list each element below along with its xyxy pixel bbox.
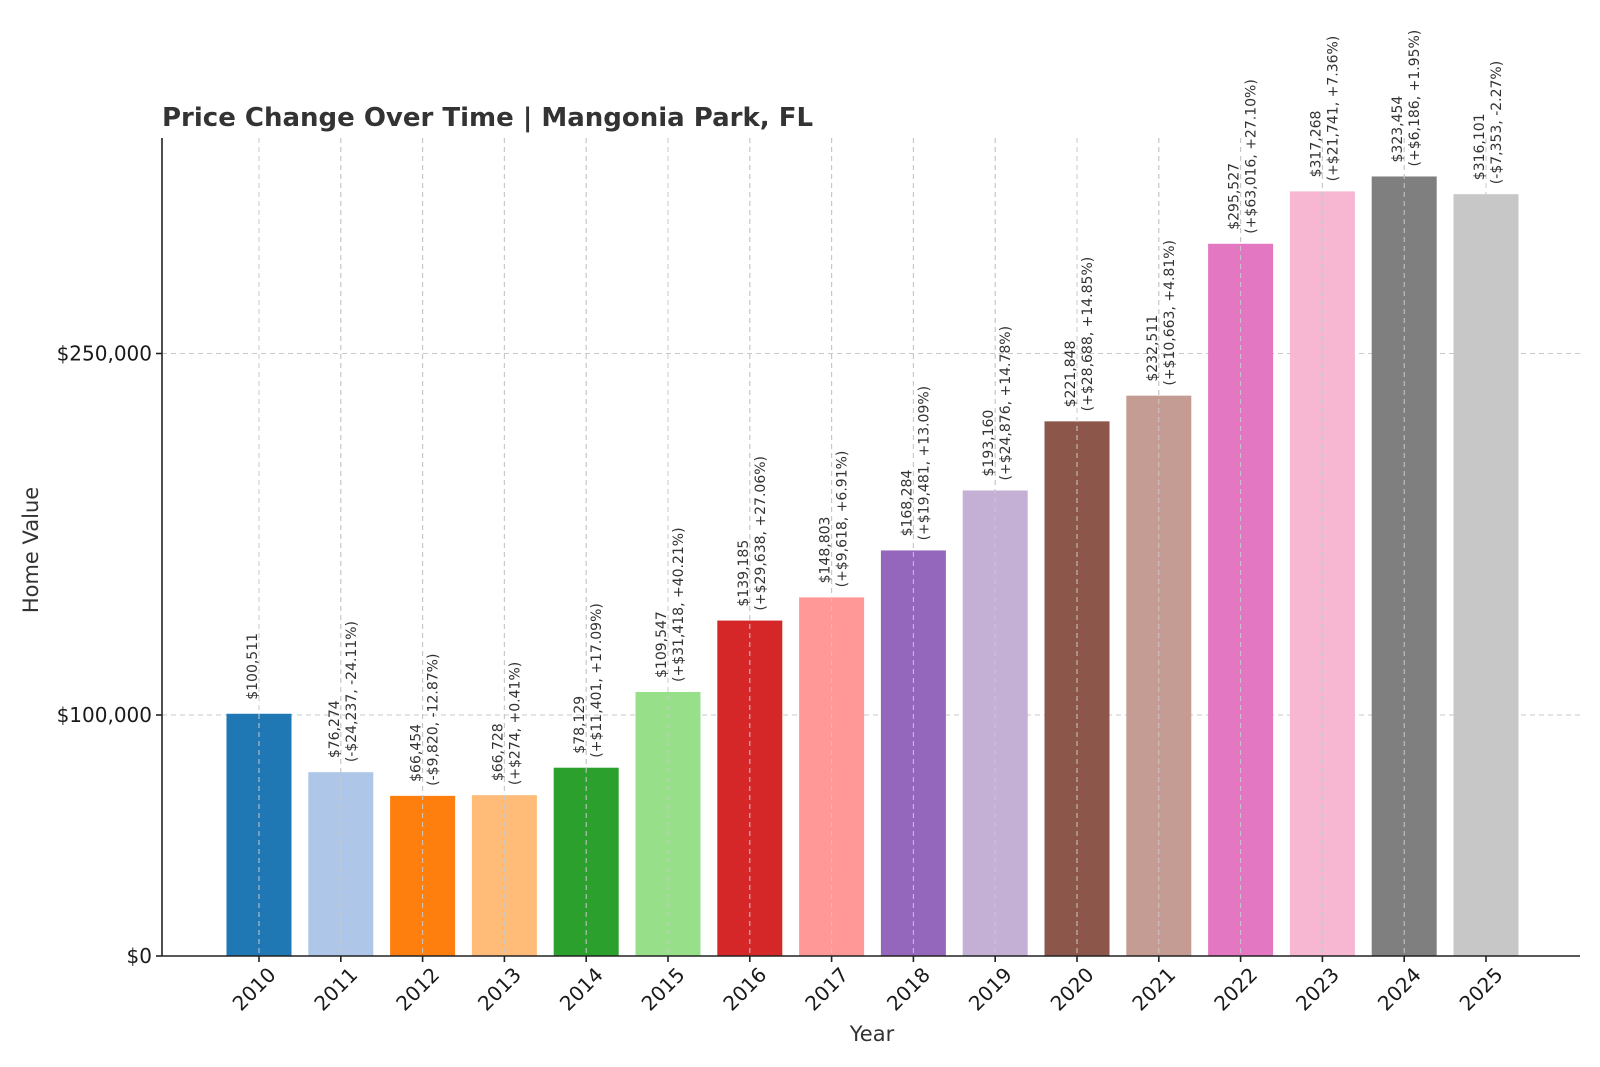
bar-change-label: (+$29,638, +27.06%) (753, 456, 769, 611)
bar-value-label: $316,101 (1472, 113, 1488, 180)
bar-value-label: $139,185 (736, 540, 752, 607)
x-tick-label: 2011 (309, 963, 362, 1016)
bar-change-label: (+$10,663, +4.81%) (1162, 240, 1178, 386)
bar-value-label: $76,274 (327, 700, 343, 758)
bar-value-label: $168,284 (899, 470, 915, 537)
bar-change-label: (+$9,618, +6.91%) (835, 451, 851, 588)
x-tick-label: 2021 (1127, 963, 1180, 1016)
y-axis-label: Home Value (19, 487, 43, 613)
bar-value-label: $193,160 (981, 410, 997, 477)
bar-change-label: (+$19,481, +13.09%) (916, 386, 932, 541)
x-tick-label: 2025 (1455, 963, 1508, 1016)
grid-layer (162, 138, 1580, 956)
bar-value-label: $109,547 (654, 611, 670, 678)
x-tick-label: 2018 (882, 963, 935, 1016)
bar-change-label: (+$6,186, +1.95%) (1407, 30, 1423, 167)
chart-title: Price Change Over Time | Mangonia Park, … (162, 103, 813, 133)
bar-value-label: $323,454 (1390, 96, 1406, 163)
bar-layer (226, 138, 1519, 957)
y-tick-label: $250,000 (57, 342, 152, 366)
x-tick-label: 2024 (1373, 963, 1426, 1016)
bar-change-label: (-$7,353, -2.27%) (1489, 61, 1505, 184)
bar-change-label: (+$24,876, +14.78%) (998, 326, 1014, 481)
x-tick-label: 2013 (473, 963, 526, 1016)
x-tick-label: 2016 (718, 963, 771, 1016)
bar-change-label: (+$274, +0.41%) (507, 662, 523, 785)
bar-value-label: $232,511 (1145, 315, 1161, 382)
x-tick-label: 2022 (1209, 963, 1262, 1016)
bar-value-label: $66,454 (409, 724, 425, 782)
y-tick-label: $100,000 (57, 703, 152, 727)
x-tick-label: 2010 (228, 963, 281, 1016)
bar-value-label: $295,527 (1227, 163, 1243, 230)
bar-change-label: (+$31,418, +40.21%) (671, 527, 687, 682)
bar-change-label: (+$11,401, +17.09%) (589, 603, 605, 758)
x-tick-label: 2014 (555, 963, 608, 1016)
bar-label-layer: $100,511 $76,274 (-$24,237, -24.11%) $66,45… (245, 30, 1505, 786)
x-tick-label: 2020 (1046, 963, 1099, 1016)
x-axis-label: Year (849, 1022, 895, 1046)
x-tick-label: 2017 (800, 963, 853, 1016)
bar-value-label: $100,511 (245, 633, 261, 700)
x-tick-label: 2015 (637, 963, 690, 1016)
x-tick-label: 2012 (391, 963, 444, 1016)
bar-value-label: $78,129 (572, 696, 588, 754)
bar-change-label: (-$24,237, -24.11%) (344, 621, 360, 762)
bar-change-label: (+$21,741, +7.36%) (1325, 36, 1341, 182)
x-tick-label: 2023 (1291, 963, 1344, 1016)
x-tick-label: 2019 (964, 963, 1017, 1016)
bar-value-label: $317,268 (1308, 111, 1324, 178)
bar-change-label: (+$28,688, +14.85%) (1080, 257, 1096, 412)
bar-value-label: $66,728 (490, 723, 506, 781)
bar-change-label: (-$9,820, -12.87%) (426, 654, 442, 786)
bar-change-label: (+$63,016, +27.10%) (1244, 79, 1260, 234)
bar-2013 (471, 795, 537, 956)
bar-value-label: $221,848 (1063, 341, 1079, 408)
bar-value-label: $148,803 (818, 517, 834, 584)
y-tick-label: $0 (127, 944, 152, 968)
